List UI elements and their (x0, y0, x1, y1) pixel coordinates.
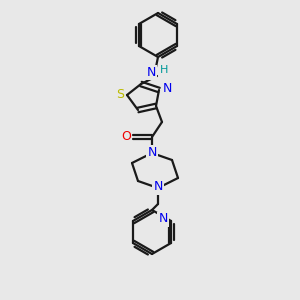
Text: O: O (121, 130, 131, 143)
Text: S: S (116, 88, 124, 101)
Text: N: N (147, 146, 157, 158)
Text: N: N (146, 65, 156, 79)
Text: N: N (162, 82, 172, 95)
Text: N: N (153, 181, 163, 194)
Text: N: N (158, 212, 168, 226)
Text: H: H (160, 65, 168, 75)
